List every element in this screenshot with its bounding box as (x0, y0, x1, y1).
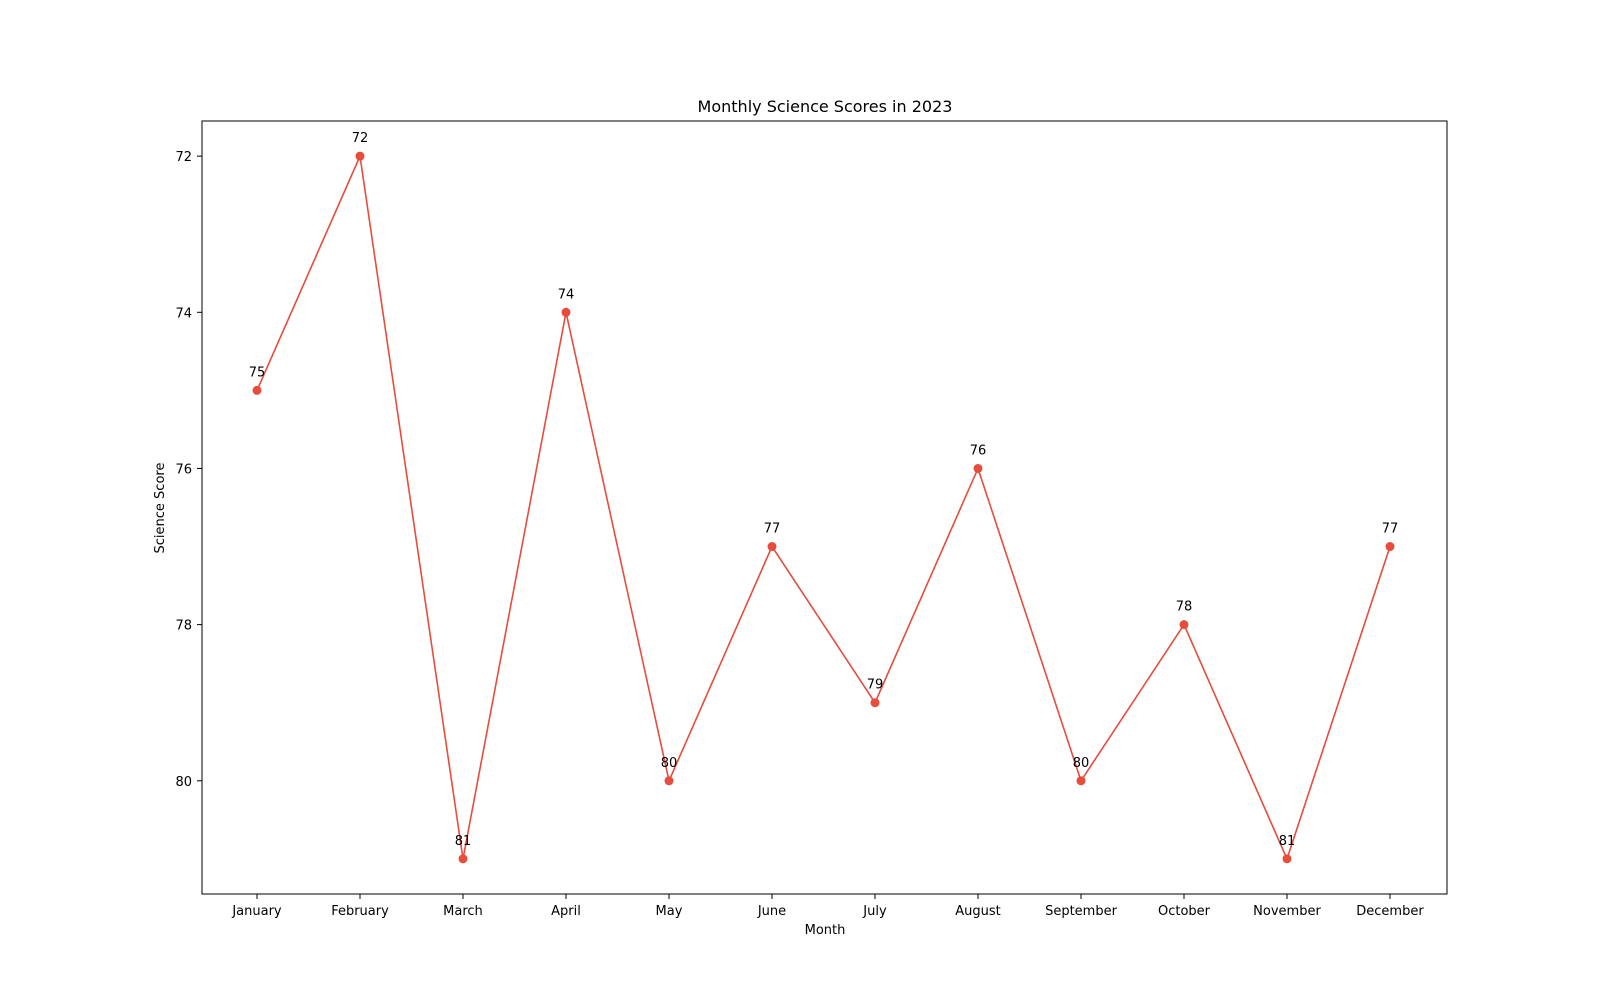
data-point (561, 307, 571, 317)
x-tick-label: July (862, 904, 887, 919)
data-label: 77 (1382, 522, 1399, 537)
x-tick-label: April (551, 904, 581, 919)
plot-frame (201, 120, 1448, 895)
x-tick-label: September (1045, 904, 1118, 919)
data-label: 77 (764, 522, 781, 537)
data-label: 81 (455, 834, 472, 849)
series-line (256, 153, 1391, 862)
x-tick-label: October (1158, 904, 1211, 919)
series-layer (252, 151, 1395, 864)
y-tick-label: 76 (175, 462, 192, 477)
data-label: 76 (970, 443, 987, 458)
data-point (1385, 542, 1395, 552)
x-axis: January February March April May June July Augu… (231, 894, 1424, 919)
y-tick-label: 78 (175, 619, 192, 634)
y-axis: 72 74 76 78 80 (175, 150, 202, 790)
y-tick-label: 72 (175, 150, 192, 165)
y-axis-label: Science Score (153, 463, 168, 554)
x-axis-label: Month (805, 923, 846, 938)
x-tick-label: February (331, 904, 389, 919)
x-tick-label: August (955, 904, 1001, 919)
data-label: 81 (1279, 834, 1296, 849)
data-label: 74 (558, 287, 575, 302)
data-point (1076, 776, 1086, 786)
data-point (973, 463, 983, 473)
data-point (870, 698, 880, 708)
x-tick-label: March (443, 904, 483, 919)
data-label: 80 (661, 756, 678, 771)
data-label: 80 (1073, 756, 1090, 771)
data-point (1282, 854, 1292, 864)
y-tick-label: 80 (175, 775, 192, 790)
data-point (458, 854, 468, 864)
data-point (355, 151, 365, 161)
x-tick-label: November (1253, 904, 1321, 919)
data-point (767, 542, 777, 552)
data-point (252, 385, 262, 395)
x-tick-label: June (757, 904, 786, 919)
data-label: 78 (1176, 600, 1193, 615)
data-label: 75 (249, 365, 266, 380)
data-point (1179, 620, 1189, 630)
data-labels-layer: 75 72 81 74 80 77 79 76 80 78 81 77 (249, 131, 1399, 849)
x-tick-label: January (231, 904, 282, 919)
x-tick-label: December (1356, 904, 1424, 919)
y-tick-label: 74 (175, 306, 192, 321)
data-point (664, 776, 674, 786)
chart-title: Monthly Science Scores in 2023 (698, 97, 953, 116)
data-label: 79 (867, 678, 884, 693)
data-label: 72 (352, 131, 369, 146)
x-tick-label: May (656, 904, 683, 919)
